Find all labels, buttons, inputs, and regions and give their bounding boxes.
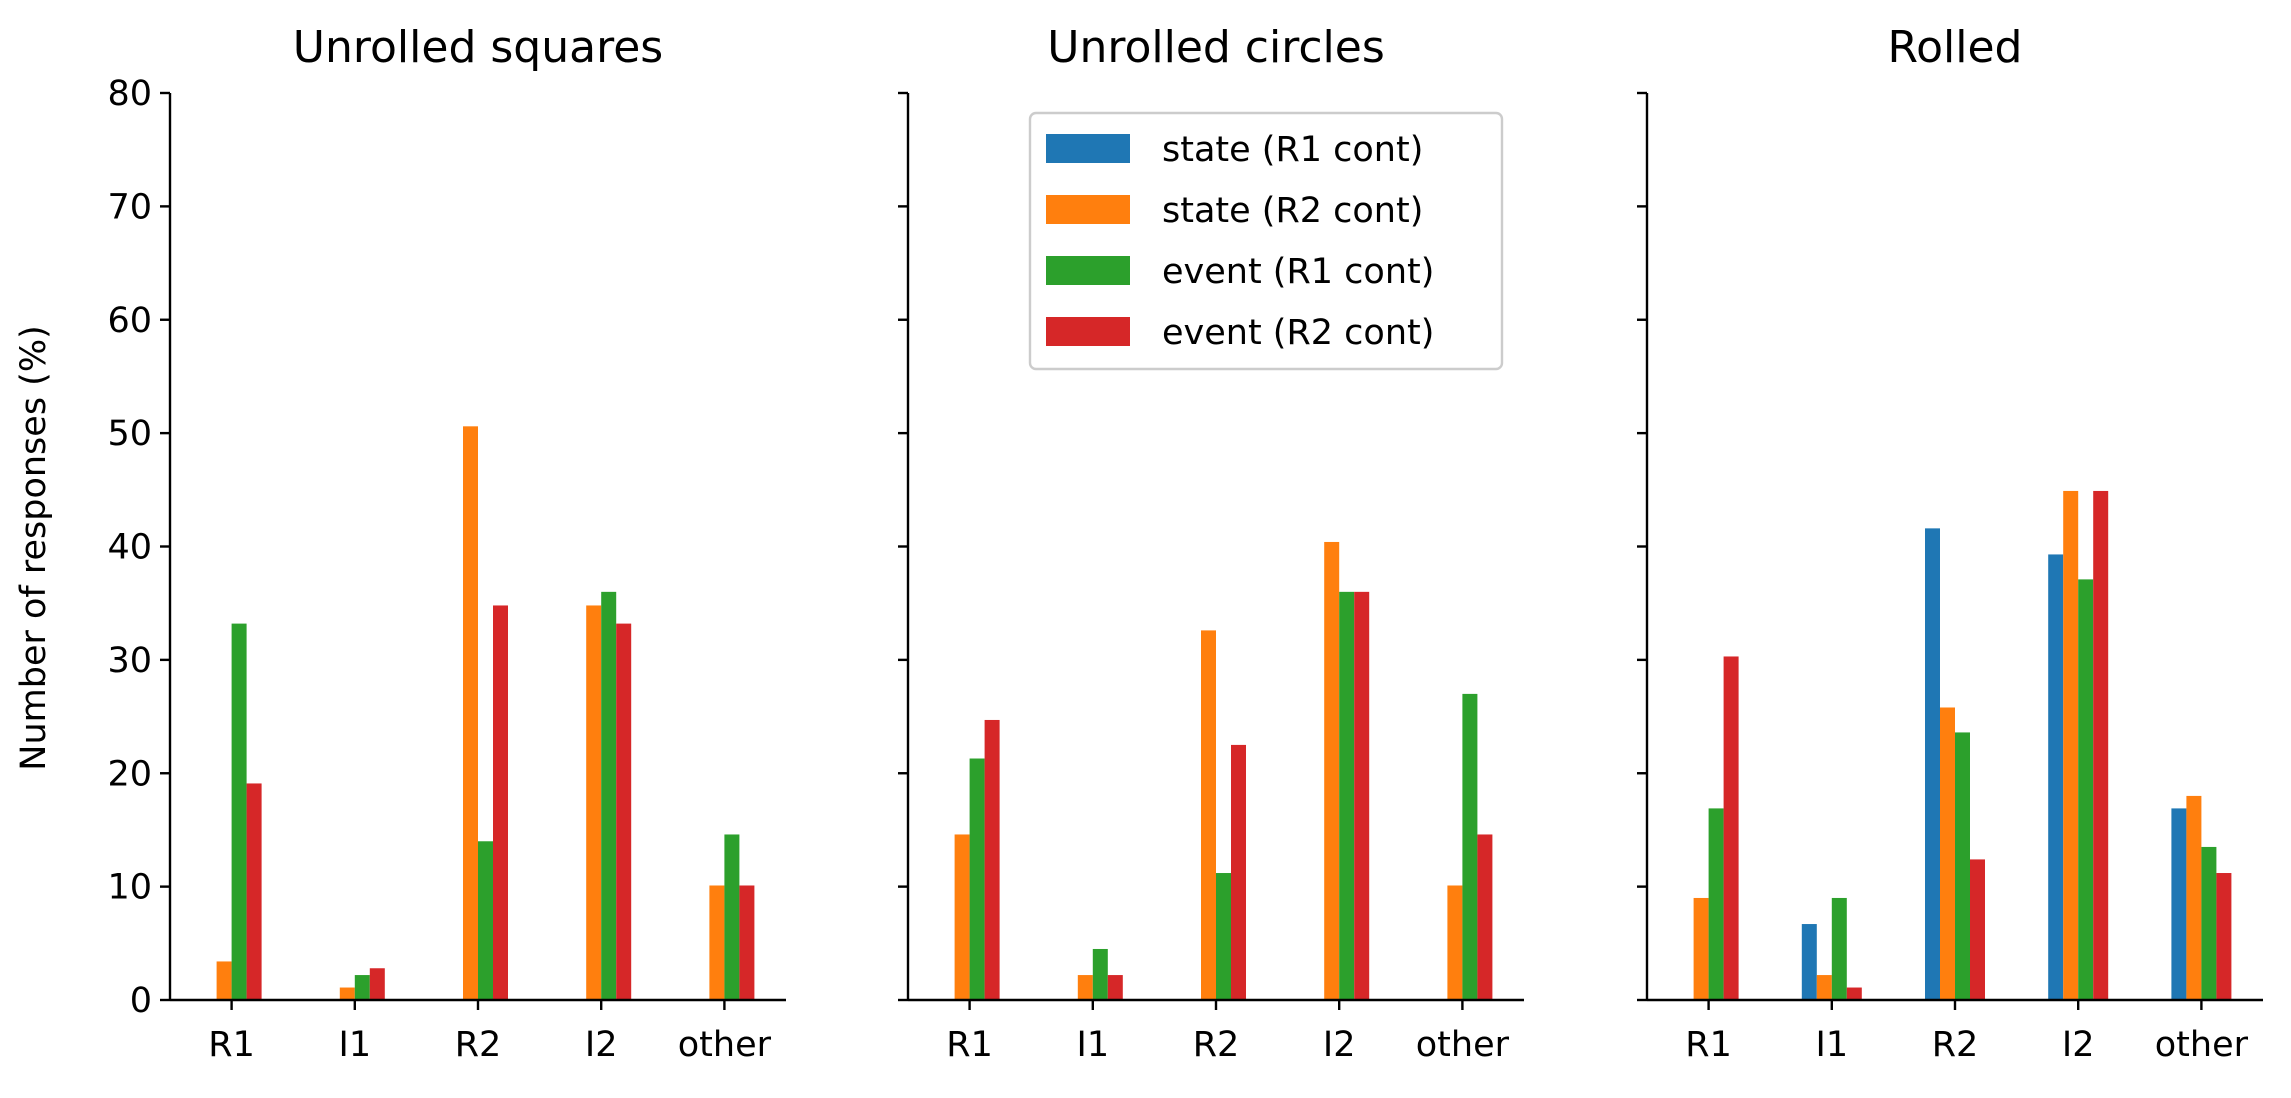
bar-state-r2-cont-i2 — [1324, 541, 1340, 1000]
bar-event-r2-cont-other — [739, 885, 755, 1000]
bar-event-r1-cont-i2 — [2078, 579, 2094, 1000]
bar-event-r1-cont-r2 — [1216, 873, 1231, 1000]
bar-event-r1-cont-i1 — [1831, 897, 1847, 1000]
bar-event-r1-cont-r2 — [478, 841, 493, 1000]
bar-state-r1-cont-r2 — [1925, 528, 1940, 1000]
bar-event-r1-cont-r1 — [969, 758, 985, 1000]
legend-frame — [1028, 111, 1504, 371]
bar-event-r1-cont-i2 — [601, 591, 617, 1000]
bar-state-r2-cont-i2 — [2063, 490, 2079, 1000]
x-tick-label: R2 — [1193, 1025, 1240, 1065]
x-tick-label: other — [678, 1025, 772, 1065]
bar-state-r2-cont-r1 — [954, 834, 970, 1000]
panel-title: Unrolled circles — [1047, 22, 1385, 73]
x-tick-label: I2 — [2062, 1025, 2095, 1065]
bar-state-r2-cont-i2 — [586, 605, 602, 1000]
bar-state-r2-cont-r1 — [216, 961, 232, 1000]
legend-swatch — [1046, 317, 1130, 346]
y-tick-label: 40 — [107, 528, 152, 568]
y-tick-label: 60 — [107, 301, 152, 341]
panel-title: Unrolled squares — [293, 22, 663, 73]
bar-state-r2-cont-r2 — [1940, 707, 1955, 1000]
y-tick-label: 80 — [107, 74, 152, 114]
panel-1: Unrolled squares 0 10 20 30 40 50 60 70 80 R1 I1 R2 I… — [107, 22, 786, 1065]
bar-state-r2-cont-other — [709, 885, 725, 1000]
bar-state-r2-cont-i1 — [1816, 975, 1832, 1000]
x-tick-label: R1 — [946, 1025, 993, 1065]
x-tick-label: R2 — [455, 1025, 502, 1065]
legend-label: state (R1 cont) — [1162, 130, 1423, 170]
legend-swatch — [1046, 134, 1130, 163]
bar-event-r2-cont-i1 — [1846, 987, 1862, 1000]
bar-state-r2-cont-i1 — [339, 987, 355, 1000]
bar-state-r2-cont-i1 — [1077, 975, 1093, 1000]
bar-event-r2-cont-r1 — [984, 719, 1000, 1000]
x-tick-label: I1 — [339, 1025, 372, 1065]
bar-event-r2-cont-i1 — [1107, 975, 1123, 1000]
y-tick-label: 20 — [107, 754, 152, 794]
bar-event-r2-cont-r1 — [246, 783, 262, 1000]
bar-event-r2-cont-r1 — [1723, 656, 1739, 1000]
bar-event-r2-cont-other — [1477, 834, 1493, 1000]
bar-event-r1-cont-r1 — [1708, 808, 1724, 1000]
bar-event-r2-cont-r2 — [1231, 744, 1246, 1000]
x-tick-label: other — [1416, 1025, 1510, 1065]
legend-label: state (R2 cont) — [1162, 191, 1423, 231]
bar-event-r2-cont-i1 — [369, 968, 385, 1000]
y-tick-label: 0 — [130, 981, 152, 1021]
legend-swatch — [1046, 195, 1130, 224]
x-tick-label: R1 — [208, 1025, 255, 1065]
panels: Unrolled squares 0 10 20 30 40 50 60 70 80 R1 I1 R2 I… — [107, 22, 2263, 1065]
bar-event-r1-cont-other — [2201, 846, 2217, 1000]
bar-event-r2-cont-r2 — [1970, 859, 1985, 1000]
bar-event-r2-cont-r2 — [493, 605, 508, 1000]
bar-event-r1-cont-other — [724, 834, 740, 1000]
y-tick-label: 50 — [107, 414, 152, 454]
bar-event-r1-cont-i1 — [1092, 948, 1108, 1000]
x-tick-label: I2 — [585, 1025, 618, 1065]
x-tick-label: other — [2155, 1025, 2249, 1065]
bar-event-r1-cont-i2 — [1339, 591, 1355, 1000]
bar-event-r2-cont-i2 — [1354, 591, 1370, 1000]
panel-2: Unrolled circles R1 I1 R2 I2 other — [898, 22, 1524, 1065]
bar-event-r1-cont-i1 — [354, 975, 370, 1000]
bar-state-r2-cont-r2 — [463, 426, 478, 1000]
legend-label: event (R2 cont) — [1162, 313, 1434, 353]
y-tick-label: 70 — [107, 187, 152, 227]
bar-event-r2-cont-i2 — [2093, 490, 2109, 1000]
panel-3: Rolled R1 I1 R2 I2 other — [1637, 22, 2263, 1065]
x-tick-label: R1 — [1685, 1025, 1732, 1065]
bar-event-r1-cont-other — [1462, 693, 1478, 1000]
bar-event-r1-cont-r2 — [1955, 732, 1970, 1000]
y-tick-label: 10 — [107, 868, 152, 908]
x-tick-label: I2 — [1323, 1025, 1356, 1065]
y-tick-label: 30 — [107, 641, 152, 681]
bar-state-r1-cont-other — [2171, 808, 2187, 1000]
legend-swatch — [1046, 256, 1130, 285]
bar-state-r2-cont-r1 — [1693, 897, 1709, 1000]
bar-state-r2-cont-r2 — [1201, 630, 1216, 1000]
panel-title: Rolled — [1888, 22, 2023, 73]
y-axis-label: Number of responses (%) — [14, 325, 54, 770]
x-tick-label: I1 — [1816, 1025, 1849, 1065]
bar-event-r2-cont-i2 — [616, 623, 632, 1000]
legend-label: event (R1 cont) — [1162, 252, 1434, 292]
bar-event-r2-cont-other — [2216, 873, 2232, 1000]
bar-event-r1-cont-r1 — [231, 623, 247, 1000]
bar-state-r1-cont-i2 — [2048, 554, 2064, 1000]
bar-state-r2-cont-other — [2186, 795, 2202, 1000]
x-tick-label: I1 — [1077, 1025, 1110, 1065]
bar-state-r1-cont-i1 — [1801, 924, 1817, 1000]
bar-state-r2-cont-other — [1447, 885, 1463, 1000]
x-tick-label: R2 — [1932, 1025, 1979, 1065]
legend: state (R1 cont) state (R2 cont) event (R1 … — [1028, 111, 1504, 371]
